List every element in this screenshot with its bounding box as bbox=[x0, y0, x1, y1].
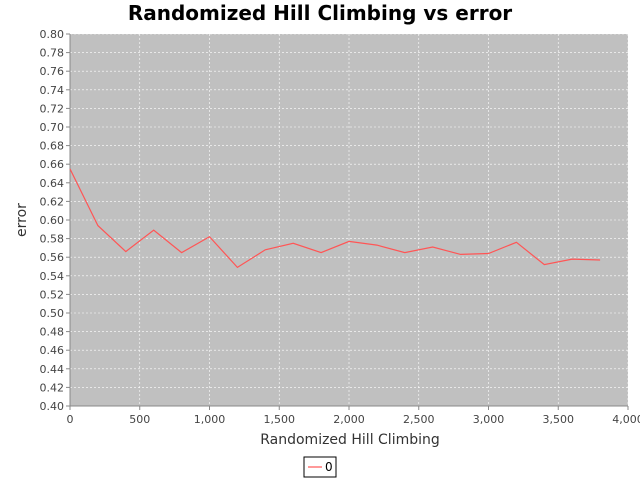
legend-label: 0 bbox=[325, 460, 333, 474]
y-tick-label: 0.60 bbox=[40, 214, 65, 227]
x-tick-label: 1,500 bbox=[264, 413, 296, 426]
y-tick-label: 0.70 bbox=[40, 121, 65, 134]
x-tick-label: 3,000 bbox=[473, 413, 505, 426]
y-tick-label: 0.72 bbox=[40, 102, 65, 115]
y-axis-label: error bbox=[14, 203, 30, 237]
x-axis-label: Randomized Hill Climbing bbox=[260, 432, 440, 448]
x-tick-label: 0 bbox=[67, 413, 74, 426]
y-tick-label: 0.66 bbox=[40, 158, 65, 171]
y-tick-label: 0.54 bbox=[40, 270, 65, 283]
x-tick-label: 2,500 bbox=[403, 413, 435, 426]
y-tick-label: 0.76 bbox=[40, 65, 65, 78]
y-tick-label: 0.40 bbox=[40, 400, 65, 413]
y-tick-label: 0.68 bbox=[40, 140, 65, 153]
y-tick-label: 0.44 bbox=[40, 363, 65, 376]
y-axis: 0.40 0.42 0.44 0.46 0.48 0.50 0.52 0.54 0.56 0.58… bbox=[40, 28, 71, 413]
y-tick-label: 0.50 bbox=[40, 307, 65, 320]
y-tick-label: 0.74 bbox=[40, 84, 65, 97]
y-tick-label: 0.58 bbox=[40, 233, 65, 246]
y-tick-label: 0.56 bbox=[40, 251, 65, 264]
y-tick-label: 0.42 bbox=[40, 381, 65, 394]
y-tick-label: 0.62 bbox=[40, 195, 65, 208]
x-tick-label: 500 bbox=[129, 413, 150, 426]
y-tick-label: 0.64 bbox=[40, 177, 65, 190]
y-tick-label: 0.80 bbox=[40, 28, 65, 41]
y-tick-label: 0.48 bbox=[40, 326, 65, 339]
series-layer bbox=[69, 168, 601, 269]
y-tick-label: 0.78 bbox=[40, 47, 65, 60]
series-line bbox=[69, 168, 601, 269]
x-axis: 0 500 1,000 1,500 2,000 2,500 3,000 3,500 4,000 bbox=[67, 405, 640, 426]
x-tick-label: 3,500 bbox=[543, 413, 575, 426]
x-tick-label: 4,000 bbox=[612, 413, 640, 426]
legend: 0 bbox=[303, 456, 337, 478]
y-tick-label: 0.52 bbox=[40, 288, 65, 301]
chart-title: Randomized Hill Climbing vs error bbox=[128, 1, 512, 25]
y-tick-label: 0.46 bbox=[40, 344, 65, 357]
x-tick-label: 2,000 bbox=[333, 413, 365, 426]
x-tick-label: 1,000 bbox=[194, 413, 226, 426]
